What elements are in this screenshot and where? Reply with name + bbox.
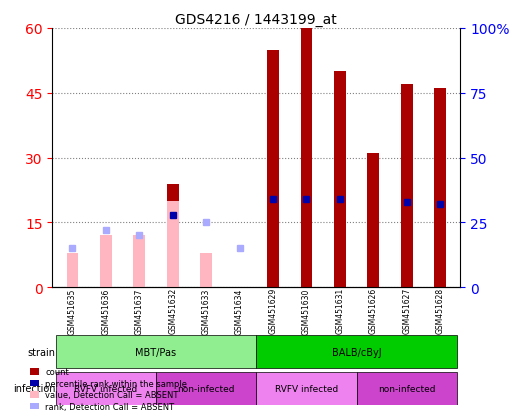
Text: MBT/Pas: MBT/Pas	[135, 347, 177, 357]
Bar	[401, 85, 413, 287]
Bar	[133, 236, 145, 287]
Text: non-infected: non-infected	[378, 384, 436, 393]
Text: GSM451630: GSM451630	[302, 287, 311, 334]
Text: GSM451628: GSM451628	[436, 287, 445, 334]
Text: GSM451633: GSM451633	[201, 287, 211, 334]
Legend: count, percentile rank within the sample, value, Detection Call = ABSENT, rank, : count, percentile rank within the sample…	[30, 368, 187, 411]
Bar	[200, 253, 212, 287]
Bar	[267, 50, 279, 287]
Text: GSM451627: GSM451627	[402, 287, 411, 334]
Bar	[167, 184, 178, 287]
FancyBboxPatch shape	[55, 372, 156, 405]
Text: GSM451632: GSM451632	[168, 287, 177, 334]
Bar	[301, 29, 312, 287]
Text: GSM451626: GSM451626	[369, 287, 378, 334]
FancyBboxPatch shape	[256, 372, 357, 405]
FancyBboxPatch shape	[156, 372, 256, 405]
Text: non-infected: non-infected	[177, 384, 235, 393]
FancyBboxPatch shape	[55, 336, 256, 368]
Text: GSM451637: GSM451637	[135, 287, 144, 334]
Bar	[334, 72, 346, 287]
Text: strain: strain	[28, 347, 55, 357]
Title: GDS4216 / 1443199_at: GDS4216 / 1443199_at	[175, 12, 337, 26]
Text: RVFV infected: RVFV infected	[74, 384, 138, 393]
Bar	[167, 201, 178, 287]
Bar	[66, 253, 78, 287]
Text: RVFV infected: RVFV infected	[275, 384, 338, 393]
Bar	[100, 236, 111, 287]
Text: GSM451635: GSM451635	[68, 287, 77, 334]
Text: GSM451629: GSM451629	[268, 287, 278, 334]
Text: BALB/cByJ: BALB/cByJ	[332, 347, 381, 357]
Text: GSM451636: GSM451636	[101, 287, 110, 334]
Bar	[368, 154, 379, 287]
Text: infection: infection	[13, 383, 55, 393]
Text: GSM451631: GSM451631	[335, 287, 344, 334]
FancyBboxPatch shape	[357, 372, 457, 405]
Bar	[434, 89, 446, 287]
Text: GSM451634: GSM451634	[235, 287, 244, 334]
FancyBboxPatch shape	[256, 336, 457, 368]
